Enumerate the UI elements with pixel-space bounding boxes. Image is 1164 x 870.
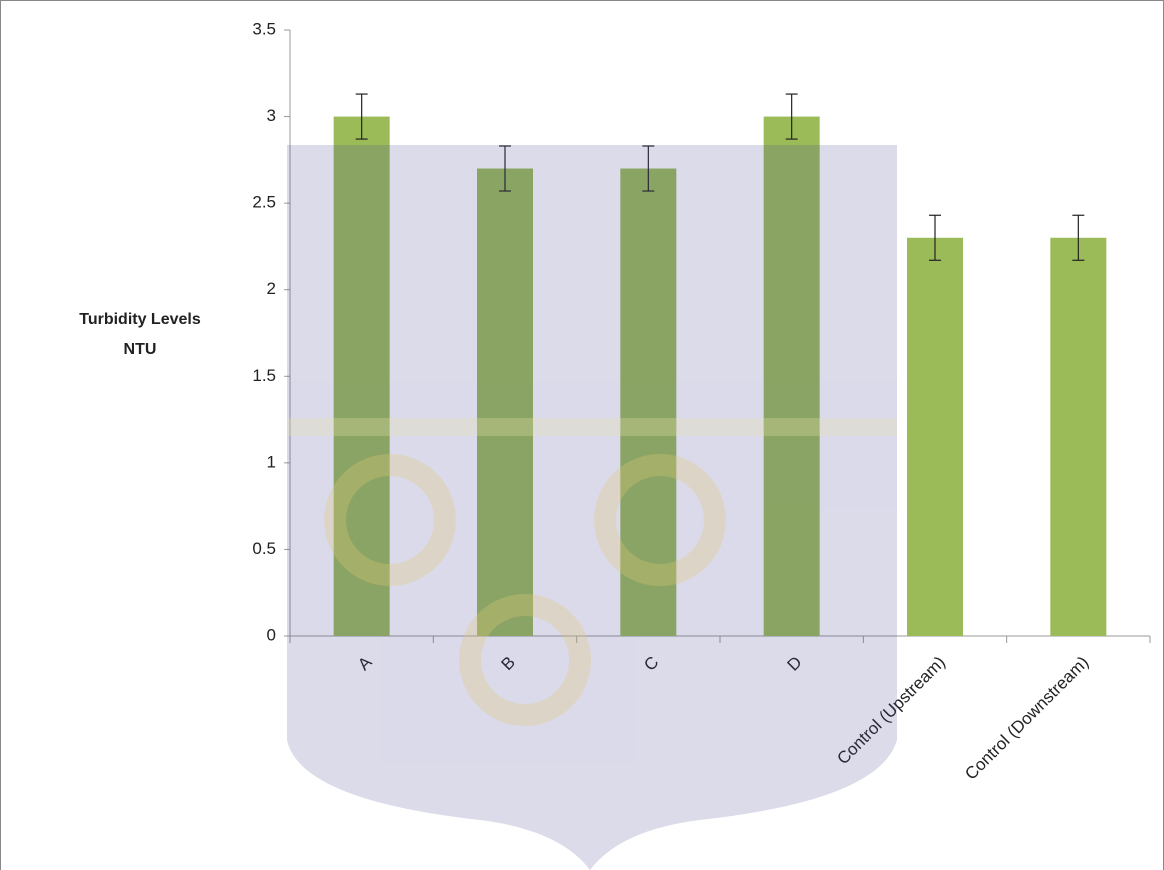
bar: [1050, 237, 1107, 636]
y-tick-label: 0.5: [252, 539, 276, 558]
bar: [477, 168, 533, 636]
bar: [907, 237, 963, 636]
y-tick-label: 2.5: [252, 193, 276, 212]
y-tick-label: 0: [267, 625, 276, 644]
error-bar: [1072, 214, 1085, 261]
error-bar: [355, 93, 368, 140]
error-bar: [642, 145, 655, 192]
y-axis-label: NTU: [124, 341, 157, 358]
bar: [763, 116, 820, 637]
error-bar: [785, 93, 798, 140]
y-axis-label: Turbidity Levels: [79, 311, 201, 328]
y-tick-label: 3.5: [252, 19, 276, 38]
bar: [333, 116, 390, 637]
y-tick-label: 1: [267, 452, 276, 471]
y-tick-label: 1.5: [252, 366, 276, 385]
y-tick-label: 2: [267, 279, 276, 298]
y-tick-label: 3: [267, 106, 276, 125]
bar: [620, 168, 677, 636]
error-bar: [499, 145, 511, 192]
watermark: [287, 145, 897, 870]
error-bar: [929, 214, 941, 261]
